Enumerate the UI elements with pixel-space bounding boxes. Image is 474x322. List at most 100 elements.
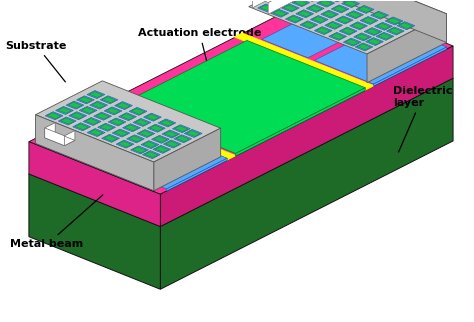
Polygon shape: [345, 39, 359, 45]
Polygon shape: [125, 125, 138, 131]
Polygon shape: [329, 33, 346, 40]
Polygon shape: [234, 33, 374, 90]
Polygon shape: [302, 0, 320, 1]
Polygon shape: [273, 10, 287, 16]
Polygon shape: [331, 5, 349, 13]
Polygon shape: [128, 136, 142, 142]
Polygon shape: [133, 118, 151, 127]
Polygon shape: [102, 97, 116, 103]
Polygon shape: [131, 108, 145, 114]
Polygon shape: [282, 4, 299, 12]
Polygon shape: [100, 124, 113, 130]
Polygon shape: [118, 141, 132, 147]
Polygon shape: [337, 17, 351, 23]
Polygon shape: [385, 17, 403, 25]
Polygon shape: [343, 38, 361, 46]
Polygon shape: [252, 0, 298, 3]
Polygon shape: [296, 10, 314, 18]
Polygon shape: [258, 4, 276, 12]
Polygon shape: [102, 134, 119, 142]
Polygon shape: [94, 112, 111, 120]
Polygon shape: [55, 114, 162, 163]
Polygon shape: [162, 130, 180, 138]
Polygon shape: [387, 18, 401, 24]
Polygon shape: [350, 22, 367, 30]
Polygon shape: [79, 97, 92, 103]
Polygon shape: [131, 146, 148, 154]
Polygon shape: [29, 174, 160, 289]
Polygon shape: [341, 28, 355, 34]
Text: Dielectric
layer: Dielectric layer: [393, 86, 452, 152]
Polygon shape: [323, 11, 337, 17]
Polygon shape: [302, 22, 316, 28]
Polygon shape: [85, 118, 99, 125]
Polygon shape: [96, 103, 236, 159]
Polygon shape: [331, 33, 345, 39]
Polygon shape: [29, 26, 453, 226]
Polygon shape: [260, 5, 273, 11]
Polygon shape: [374, 47, 447, 86]
Polygon shape: [154, 136, 167, 142]
Polygon shape: [150, 125, 163, 131]
Polygon shape: [300, 21, 318, 29]
Polygon shape: [73, 123, 91, 131]
Text: Substrate: Substrate: [6, 41, 67, 82]
Polygon shape: [108, 118, 126, 126]
Polygon shape: [158, 119, 176, 127]
Polygon shape: [279, 0, 297, 1]
Polygon shape: [249, 0, 447, 54]
Polygon shape: [271, 9, 289, 17]
Polygon shape: [321, 10, 338, 18]
Polygon shape: [333, 6, 347, 12]
Polygon shape: [174, 126, 188, 132]
Polygon shape: [344, 1, 357, 7]
Polygon shape: [129, 108, 147, 115]
Polygon shape: [29, 142, 160, 226]
Polygon shape: [292, 0, 310, 7]
Polygon shape: [64, 130, 75, 146]
Polygon shape: [342, 0, 359, 8]
Polygon shape: [106, 108, 120, 114]
Polygon shape: [389, 28, 402, 34]
Polygon shape: [110, 119, 124, 125]
Polygon shape: [310, 15, 328, 24]
Polygon shape: [81, 107, 95, 113]
Polygon shape: [174, 135, 191, 143]
Polygon shape: [367, 14, 447, 83]
Polygon shape: [135, 119, 149, 126]
Polygon shape: [90, 101, 108, 109]
Polygon shape: [285, 15, 303, 23]
Polygon shape: [133, 147, 146, 153]
Polygon shape: [66, 101, 84, 109]
Polygon shape: [92, 102, 105, 108]
Polygon shape: [184, 129, 202, 137]
Polygon shape: [294, 0, 308, 6]
Polygon shape: [399, 23, 413, 29]
Polygon shape: [121, 114, 134, 120]
Polygon shape: [314, 23, 447, 84]
Polygon shape: [367, 39, 381, 45]
Polygon shape: [45, 112, 63, 120]
Polygon shape: [123, 124, 140, 132]
Polygon shape: [58, 108, 72, 113]
Polygon shape: [252, 0, 284, 8]
Polygon shape: [362, 17, 376, 24]
Polygon shape: [160, 46, 453, 226]
Polygon shape: [47, 113, 61, 119]
Polygon shape: [112, 129, 130, 137]
Polygon shape: [352, 23, 365, 29]
Polygon shape: [327, 22, 340, 28]
Polygon shape: [98, 123, 116, 131]
Polygon shape: [339, 27, 357, 35]
Polygon shape: [176, 136, 190, 142]
Polygon shape: [365, 85, 374, 90]
Polygon shape: [89, 91, 103, 98]
Polygon shape: [71, 113, 84, 119]
Polygon shape: [104, 135, 118, 141]
Polygon shape: [160, 120, 174, 126]
Polygon shape: [139, 130, 153, 137]
Polygon shape: [319, 0, 333, 6]
Polygon shape: [79, 106, 97, 114]
Polygon shape: [365, 38, 383, 46]
Polygon shape: [166, 158, 227, 191]
